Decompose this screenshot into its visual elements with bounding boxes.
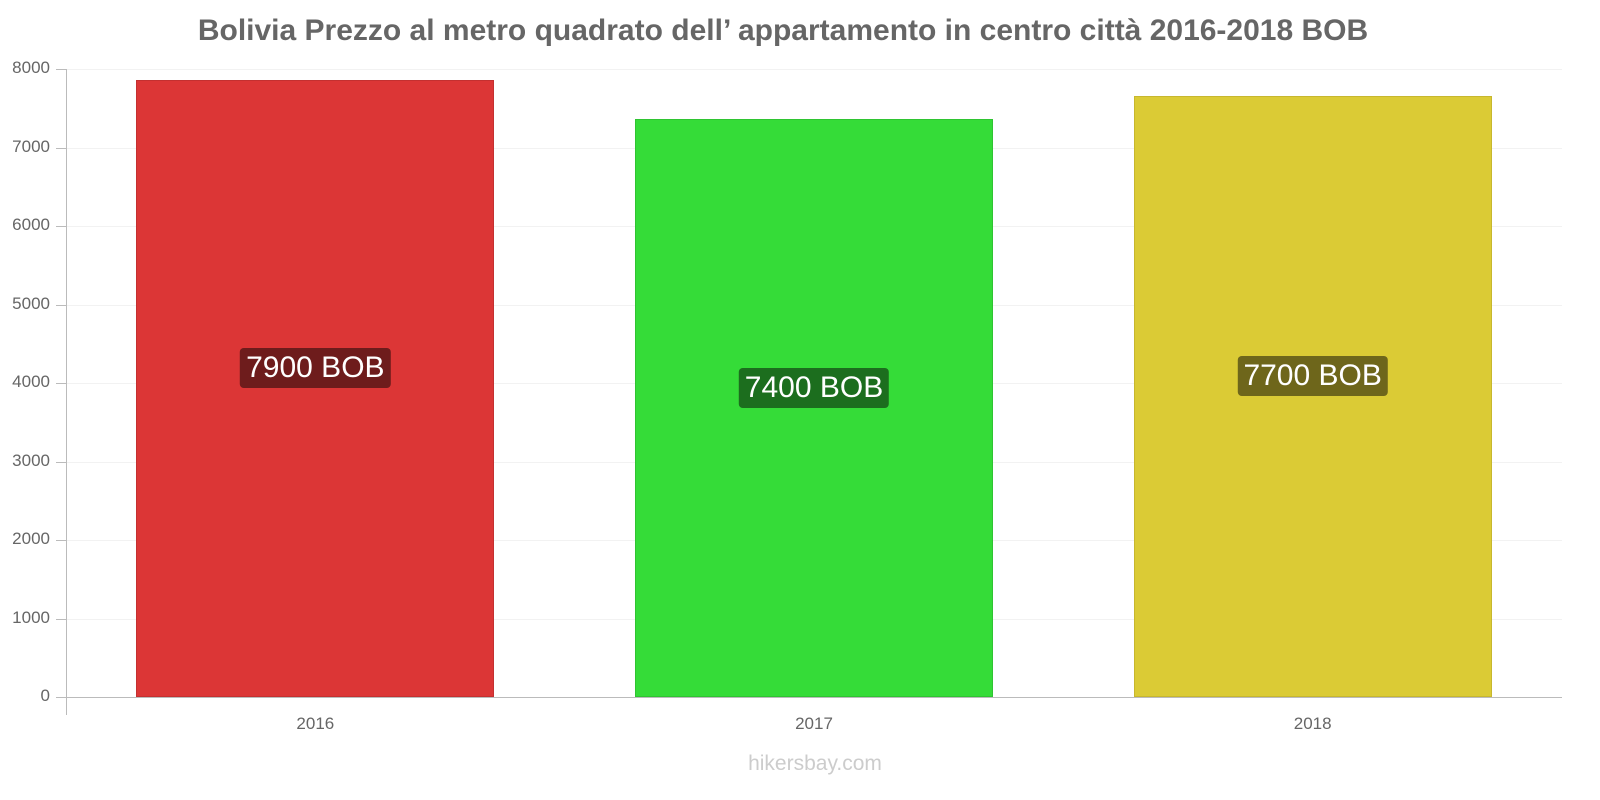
x-tick-label: 2017 [795, 714, 833, 733]
x-tick-label: 2016 [296, 714, 335, 733]
source-watermark: hikersbay.com [748, 752, 882, 775]
y-tick-mark [56, 383, 66, 384]
y-axis-line [66, 69, 67, 715]
x-tick-label: 2018 [1293, 714, 1332, 733]
y-tick-mark [56, 226, 66, 227]
y-tick-label: 0 [40, 686, 50, 705]
y-tick-label: 1000 [12, 607, 50, 627]
bar-value-label: 7700 BOB [1237, 356, 1388, 397]
y-tick-label: 3000 [12, 450, 50, 470]
y-tick-label: 6000 [12, 215, 50, 234]
y-tick-mark [56, 69, 66, 70]
y-tick-mark [56, 147, 66, 149]
y-tick-mark [56, 304, 66, 306]
gridline [66, 69, 1562, 70]
y-tick-label: 2000 [12, 529, 50, 548]
chart-title: Bolivia Prezzo al metro quadrato dell’ a… [197, 14, 1369, 47]
y-tick-mark [56, 618, 66, 620]
y-tick-mark [56, 461, 66, 463]
y-tick-label: 8000 [12, 58, 50, 77]
y-tick-label: 7000 [12, 136, 50, 156]
y-tick-label: 4000 [12, 372, 50, 391]
x-axis-line [56, 697, 1562, 698]
y-tick-mark [56, 540, 66, 541]
bar-value-label: 7400 BOB [738, 368, 890, 408]
y-tick-label: 5000 [12, 293, 50, 313]
bar-value-label: 7900 BOB [240, 348, 391, 389]
